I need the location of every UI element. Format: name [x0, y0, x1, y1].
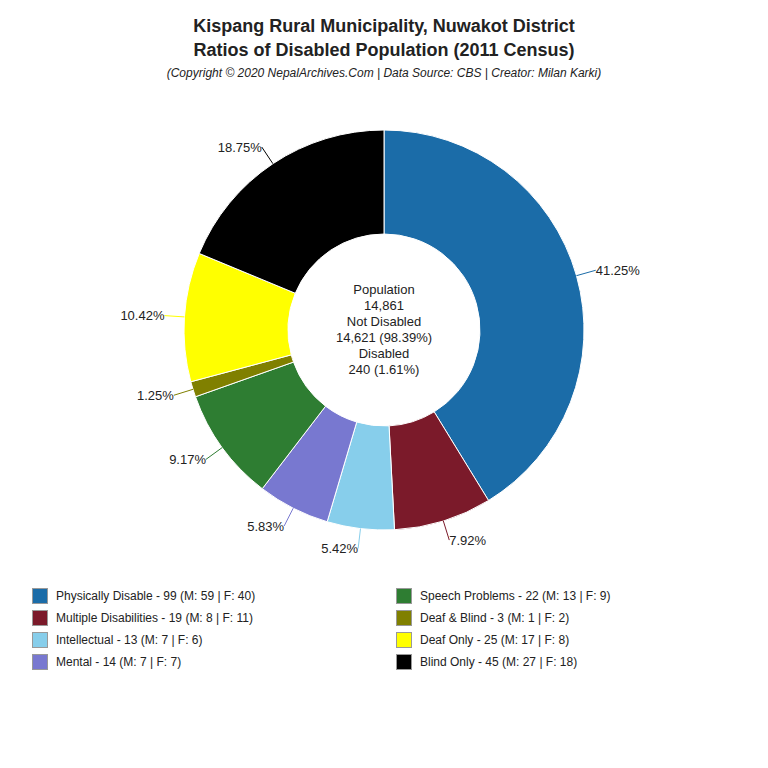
svg-text:9.17%: 9.17%: [169, 452, 206, 467]
svg-text:7.92%: 7.92%: [449, 533, 486, 548]
html-text:14,861: 14,861: [364, 298, 404, 313]
svg-text:18.75%: 18.75%: [218, 140, 263, 155]
html-text:Physically Disable - 99 (M: 59: Physically Disable - 99 (M: 59 | F: 40): [56, 589, 256, 603]
html-text:Ratios of Disabled Population: Ratios of Disabled Population (2011 Cens…: [193, 40, 575, 60]
html-text:Disabled: Disabled: [358, 346, 410, 361]
html-text:Deaf & Blind - 3 (M: 1 | F: 2): Deaf & Blind - 3 (M: 1 | F: 2): [420, 611, 570, 625]
html-text:Not Disabled: Not Disabled: [346, 314, 422, 329]
svg-text:10.42%: 10.42%: [120, 308, 165, 323]
html-text:Population: Population: [353, 282, 415, 297]
svg-text:1.25%: 1.25%: [137, 388, 174, 403]
html-text:240 (1.61%): 240 (1.61%): [348, 362, 420, 377]
html-text:Kispang Rural Municipality, Nu: Kispang Rural Municipality, Nuwakot Dist…: [193, 16, 575, 36]
html-text:Intellectual - 13 (M: 7 | F: 6: Intellectual - 13 (M: 7 | F: 6): [56, 633, 203, 647]
svg-text:5.83%: 5.83%: [247, 519, 284, 534]
html-text:14,621 (98.39%): 14,621 (98.39%): [335, 330, 433, 345]
html-text:Speech Problems - 22 (M: 13 |: Speech Problems - 22 (M: 13 | F: 9): [420, 589, 611, 603]
html-text:Mental - 14 (M: 7 | F: 7): Mental - 14 (M: 7 | F: 7): [56, 655, 182, 669]
html-text:Multiple Disabilities - 19 (M:: Multiple Disabilities - 19 (M: 8 | F: 11…: [56, 611, 253, 625]
svg-text:41.25%: 41.25%: [596, 263, 641, 278]
svg-text:5.42%: 5.42%: [321, 541, 358, 556]
html-text:Deaf Only - 25 (M: 17 | F: 8): Deaf Only - 25 (M: 17 | F: 8): [420, 633, 570, 647]
html-text:(Copyright © 2020 NepalArchive: (Copyright © 2020 NepalArchives.Com | Da…: [166, 66, 602, 80]
html-text:Blind Only - 45 (M: 27 | F: 18: Blind Only - 45 (M: 27 | F: 18): [420, 655, 578, 669]
